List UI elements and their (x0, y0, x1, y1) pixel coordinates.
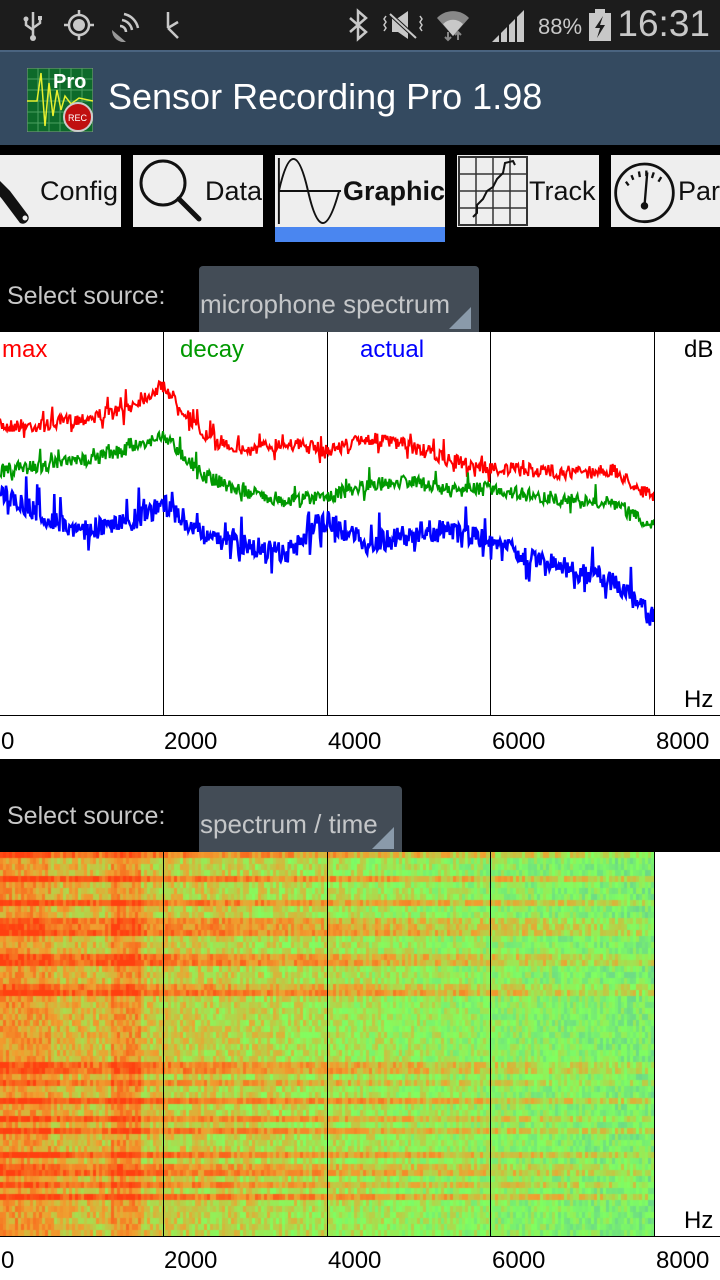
gridline (490, 332, 491, 715)
magnifier-icon (139, 159, 202, 222)
tab-config-label: Config (40, 175, 119, 206)
x-tick: 0 (1, 1247, 15, 1274)
wifi-icon (437, 11, 469, 42)
battery-percent: 88% (538, 14, 583, 39)
usb-icon (23, 12, 42, 41)
actual-series-line (0, 476, 654, 626)
signal-icon (492, 8, 524, 42)
decay-series-line (0, 429, 654, 529)
tab-track[interactable]: Track (457, 155, 599, 227)
tab-par-label: Par (677, 175, 720, 206)
top-source-label: Select source: (7, 282, 166, 310)
spectrum-plot (0, 379, 654, 626)
x-tick: 6000 (492, 728, 546, 755)
status-bar: 88% 16:31 (0, 0, 720, 50)
wrench-icon (0, 181, 29, 224)
tab-data[interactable]: Data (133, 155, 263, 227)
app-title: Sensor Recording Pro 1.98 (108, 76, 543, 117)
gridline (490, 852, 491, 1236)
gridline (163, 852, 164, 1236)
active-tab-indicator (275, 227, 445, 242)
svg-text:Pro: Pro (53, 71, 86, 93)
max-series-line (0, 379, 654, 501)
gauge-icon (614, 162, 675, 224)
dropdown-corner-icon (449, 307, 471, 329)
gridline (327, 852, 328, 1236)
bottom-source-value: spectrum / time (200, 809, 378, 839)
legend-decay: decay (180, 336, 245, 363)
app-logo-icon: Pro REC (27, 68, 93, 132)
battery-charging-icon (589, 9, 611, 41)
tab-par[interactable]: Par (611, 155, 720, 227)
x-tick: 4000 (328, 728, 382, 755)
x-tick: 2000 (164, 728, 218, 755)
tab-graphic-label: Graphic (342, 175, 445, 206)
gridline (654, 852, 655, 1236)
track-grid-icon (458, 156, 528, 226)
gridline (654, 332, 655, 715)
x-axis-line (0, 1236, 720, 1237)
spectrum-line-chart: max decay actual dB Hz 0 2000 4000 6000 … (0, 332, 720, 759)
sine-wave-icon (277, 157, 342, 225)
bottom-source-dropdown[interactable]: spectrum / time (199, 786, 402, 857)
bottom-source-row: Select source: spectrum / time (0, 778, 720, 857)
x-unit-label: Hz (684, 1207, 714, 1234)
x-unit-label: Hz (684, 686, 714, 713)
bottom-source-label: Select source: (7, 802, 166, 830)
top-source-dropdown[interactable]: microphone spectrum (199, 266, 479, 337)
gps-icon (64, 10, 94, 40)
tab-graphic[interactable]: Graphic (275, 155, 445, 227)
gridline (163, 332, 164, 715)
tab-track-label: Track (529, 175, 596, 206)
top-source-row: Select source: microphone spectrum (0, 258, 720, 337)
spectrogram-heatmap: Hz 0 2000 4000 6000 8000 (0, 852, 720, 1280)
x-tick: 0 (1, 728, 15, 755)
x-tick: 6000 (492, 1247, 546, 1274)
bluetooth-icon (349, 8, 368, 42)
x-tick: 2000 (164, 1247, 218, 1274)
tab-config[interactable]: Config (0, 155, 121, 227)
legend-max: max (2, 336, 48, 363)
svg-text:REC: REC (68, 113, 88, 123)
x-axis-line (0, 715, 720, 716)
legend-actual: actual (360, 336, 425, 363)
x-tick: 8000 (656, 1247, 710, 1274)
app-bar: Pro REC Sensor Recording Pro 1.98 (0, 50, 720, 145)
tab-data-label: Data (205, 175, 263, 206)
x-tick: 4000 (328, 1247, 382, 1274)
top-source-value: microphone spectrum (200, 289, 450, 319)
x-tick: 8000 (656, 728, 710, 755)
satellite-icon (111, 12, 140, 42)
tab-bar: Config Data Graphic Track Par (0, 145, 720, 259)
mute-icon (383, 11, 423, 40)
dropdown-corner-icon (372, 827, 394, 849)
clock: 16:31 (617, 3, 710, 44)
sensor-icon (166, 12, 179, 39)
y-unit-label: dB (684, 336, 714, 363)
